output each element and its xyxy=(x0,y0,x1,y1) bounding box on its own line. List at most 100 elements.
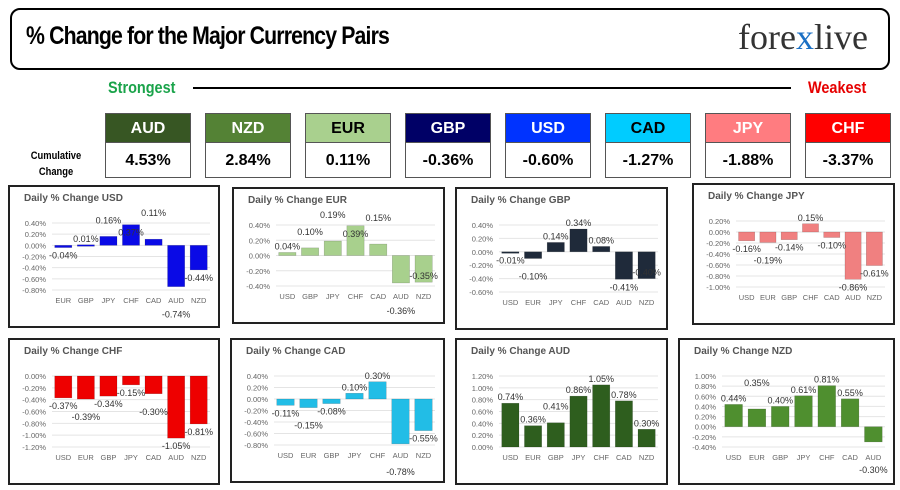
y-tick-label: 0.00% xyxy=(472,443,494,452)
title-box: % Change for the Major Currency Pairs fo… xyxy=(10,8,890,70)
bar xyxy=(569,228,588,253)
chart-aud: Daily % Change AUD 1.20% 1.00% 0.80% 0.60% 0.… xyxy=(455,338,668,485)
bar xyxy=(780,231,798,240)
y-tick-label: -0.80% xyxy=(244,441,268,450)
x-tick-label: GBP xyxy=(78,296,94,305)
y-tick-label: -0.60% xyxy=(244,430,268,439)
y-tick-label: -0.80% xyxy=(22,419,46,428)
data-label: 0.74% xyxy=(498,392,524,402)
data-label: -0.34% xyxy=(94,399,123,409)
data-label: 0.15% xyxy=(798,213,824,223)
chart-title: Daily % Change AUD xyxy=(471,346,571,357)
data-label: 0.15% xyxy=(365,213,391,223)
chart-title: Daily % Change GBP xyxy=(471,195,571,206)
y-tick-label: 0.80% xyxy=(695,382,717,391)
data-label: 0.30% xyxy=(634,418,660,428)
chart-usd: Daily % Change USD 0.40% 0.20% 0.00% -0.20% -… xyxy=(8,185,220,328)
strongest-label: Strongest xyxy=(108,78,176,97)
page-title: % Change for the Major Currency Pairs xyxy=(26,22,390,50)
data-label: 0.37% xyxy=(118,228,144,238)
data-label: -0.41% xyxy=(610,282,639,292)
y-tick-label: 0.20% xyxy=(709,217,731,226)
bar xyxy=(189,245,208,271)
bar xyxy=(823,231,841,238)
bar xyxy=(866,231,883,266)
y-tick-label: 1.00% xyxy=(472,384,494,393)
y-tick-label: 0.00% xyxy=(472,248,494,257)
y-tick-label: -0.40% xyxy=(246,282,270,291)
y-tick-label: -0.80% xyxy=(706,272,730,281)
y-tick-label: -0.20% xyxy=(469,261,493,270)
bar xyxy=(368,381,387,400)
data-label: 0.44% xyxy=(721,393,747,403)
data-label: -0.08% xyxy=(317,407,346,417)
y-tick-label: 0.40% xyxy=(695,402,717,411)
data-label: -1.05% xyxy=(162,441,191,451)
bar xyxy=(369,243,388,256)
bar xyxy=(392,255,410,284)
x-tick-label: CHF xyxy=(594,453,610,462)
cumulative-value: 0.11% xyxy=(305,143,391,178)
y-tick-label: -0.20% xyxy=(22,384,46,393)
chart-gbp: Daily % Change GBP 0.40% 0.20% 0.00% -0.20% -… xyxy=(455,187,668,330)
currency-code: JPY xyxy=(705,113,791,143)
x-tick-label: CAD xyxy=(616,453,632,462)
y-tick-label: -0.20% xyxy=(706,239,730,248)
data-label: -0.36% xyxy=(387,306,416,316)
bar xyxy=(167,375,185,439)
currency-code: CAD xyxy=(605,113,691,143)
cumulative-value: 2.84% xyxy=(205,143,291,178)
chart-nzd: Daily % Change NZD 1.00% 0.80% 0.60% 0.40% 0.… xyxy=(678,338,895,485)
y-tick-label: 0.60% xyxy=(472,408,494,417)
y-tick-label: -0.60% xyxy=(706,261,730,270)
chart-eur: Daily % Change EUR 0.40% 0.20% 0.00% -0.20% -… xyxy=(232,187,445,324)
x-tick-label: NZD xyxy=(416,451,432,460)
bar xyxy=(391,398,410,445)
data-label: -0.11% xyxy=(272,408,300,418)
x-tick-label: CHF xyxy=(571,298,587,307)
x-tick-label: JPY xyxy=(572,453,586,462)
bar xyxy=(501,402,520,448)
chart-jpy: Daily % Change JPY 0.20% 0.00% -0.20% -0.40%… xyxy=(692,183,895,325)
data-label: 0.19% xyxy=(320,210,346,220)
data-label: -0.10% xyxy=(519,272,548,282)
x-tick-label: NZD xyxy=(191,453,207,462)
currency-code: AUD xyxy=(105,113,191,143)
bar xyxy=(771,406,790,427)
data-label: -0.15% xyxy=(117,388,146,398)
y-tick-label: 0.00% xyxy=(709,228,731,237)
x-tick-label: EUR xyxy=(749,453,765,462)
cumulative-value: 4.53% xyxy=(105,143,191,178)
bar xyxy=(615,251,633,280)
bar xyxy=(569,395,588,448)
data-label: -0.04% xyxy=(49,251,78,261)
x-tick-label: EUR xyxy=(301,451,317,460)
y-tick-label: -0.40% xyxy=(692,443,716,452)
x-tick-label: USD xyxy=(55,453,71,462)
data-label: -0.15% xyxy=(294,421,323,431)
y-tick-label: 0.20% xyxy=(247,384,269,393)
strength-divider xyxy=(193,87,791,89)
cumulative-value: -1.27% xyxy=(605,143,691,178)
currency-code: NZD xyxy=(205,113,291,143)
bar xyxy=(189,375,208,425)
data-label: -0.01% xyxy=(496,255,525,265)
y-tick-label: -0.40% xyxy=(22,396,46,405)
x-tick-label: EUR xyxy=(525,453,541,462)
data-label: -0.55% xyxy=(409,434,438,444)
x-tick-label: GBP xyxy=(324,451,340,460)
y-tick-label: -0.40% xyxy=(22,264,46,273)
x-tick-label: NZD xyxy=(639,453,655,462)
bar xyxy=(724,404,743,427)
y-tick-label: -1.00% xyxy=(22,431,46,440)
data-label: 0.35% xyxy=(744,378,770,388)
data-label: -0.74% xyxy=(162,310,191,320)
x-tick-label: NZD xyxy=(867,293,883,302)
bar xyxy=(144,238,163,246)
x-tick-label: AUD xyxy=(168,296,184,305)
data-label: -0.37% xyxy=(49,401,78,411)
x-tick-label: JPY xyxy=(102,296,116,305)
currency-code: GBP xyxy=(405,113,491,143)
y-tick-label: -0.20% xyxy=(244,407,268,416)
data-label: -0.16% xyxy=(732,244,761,254)
